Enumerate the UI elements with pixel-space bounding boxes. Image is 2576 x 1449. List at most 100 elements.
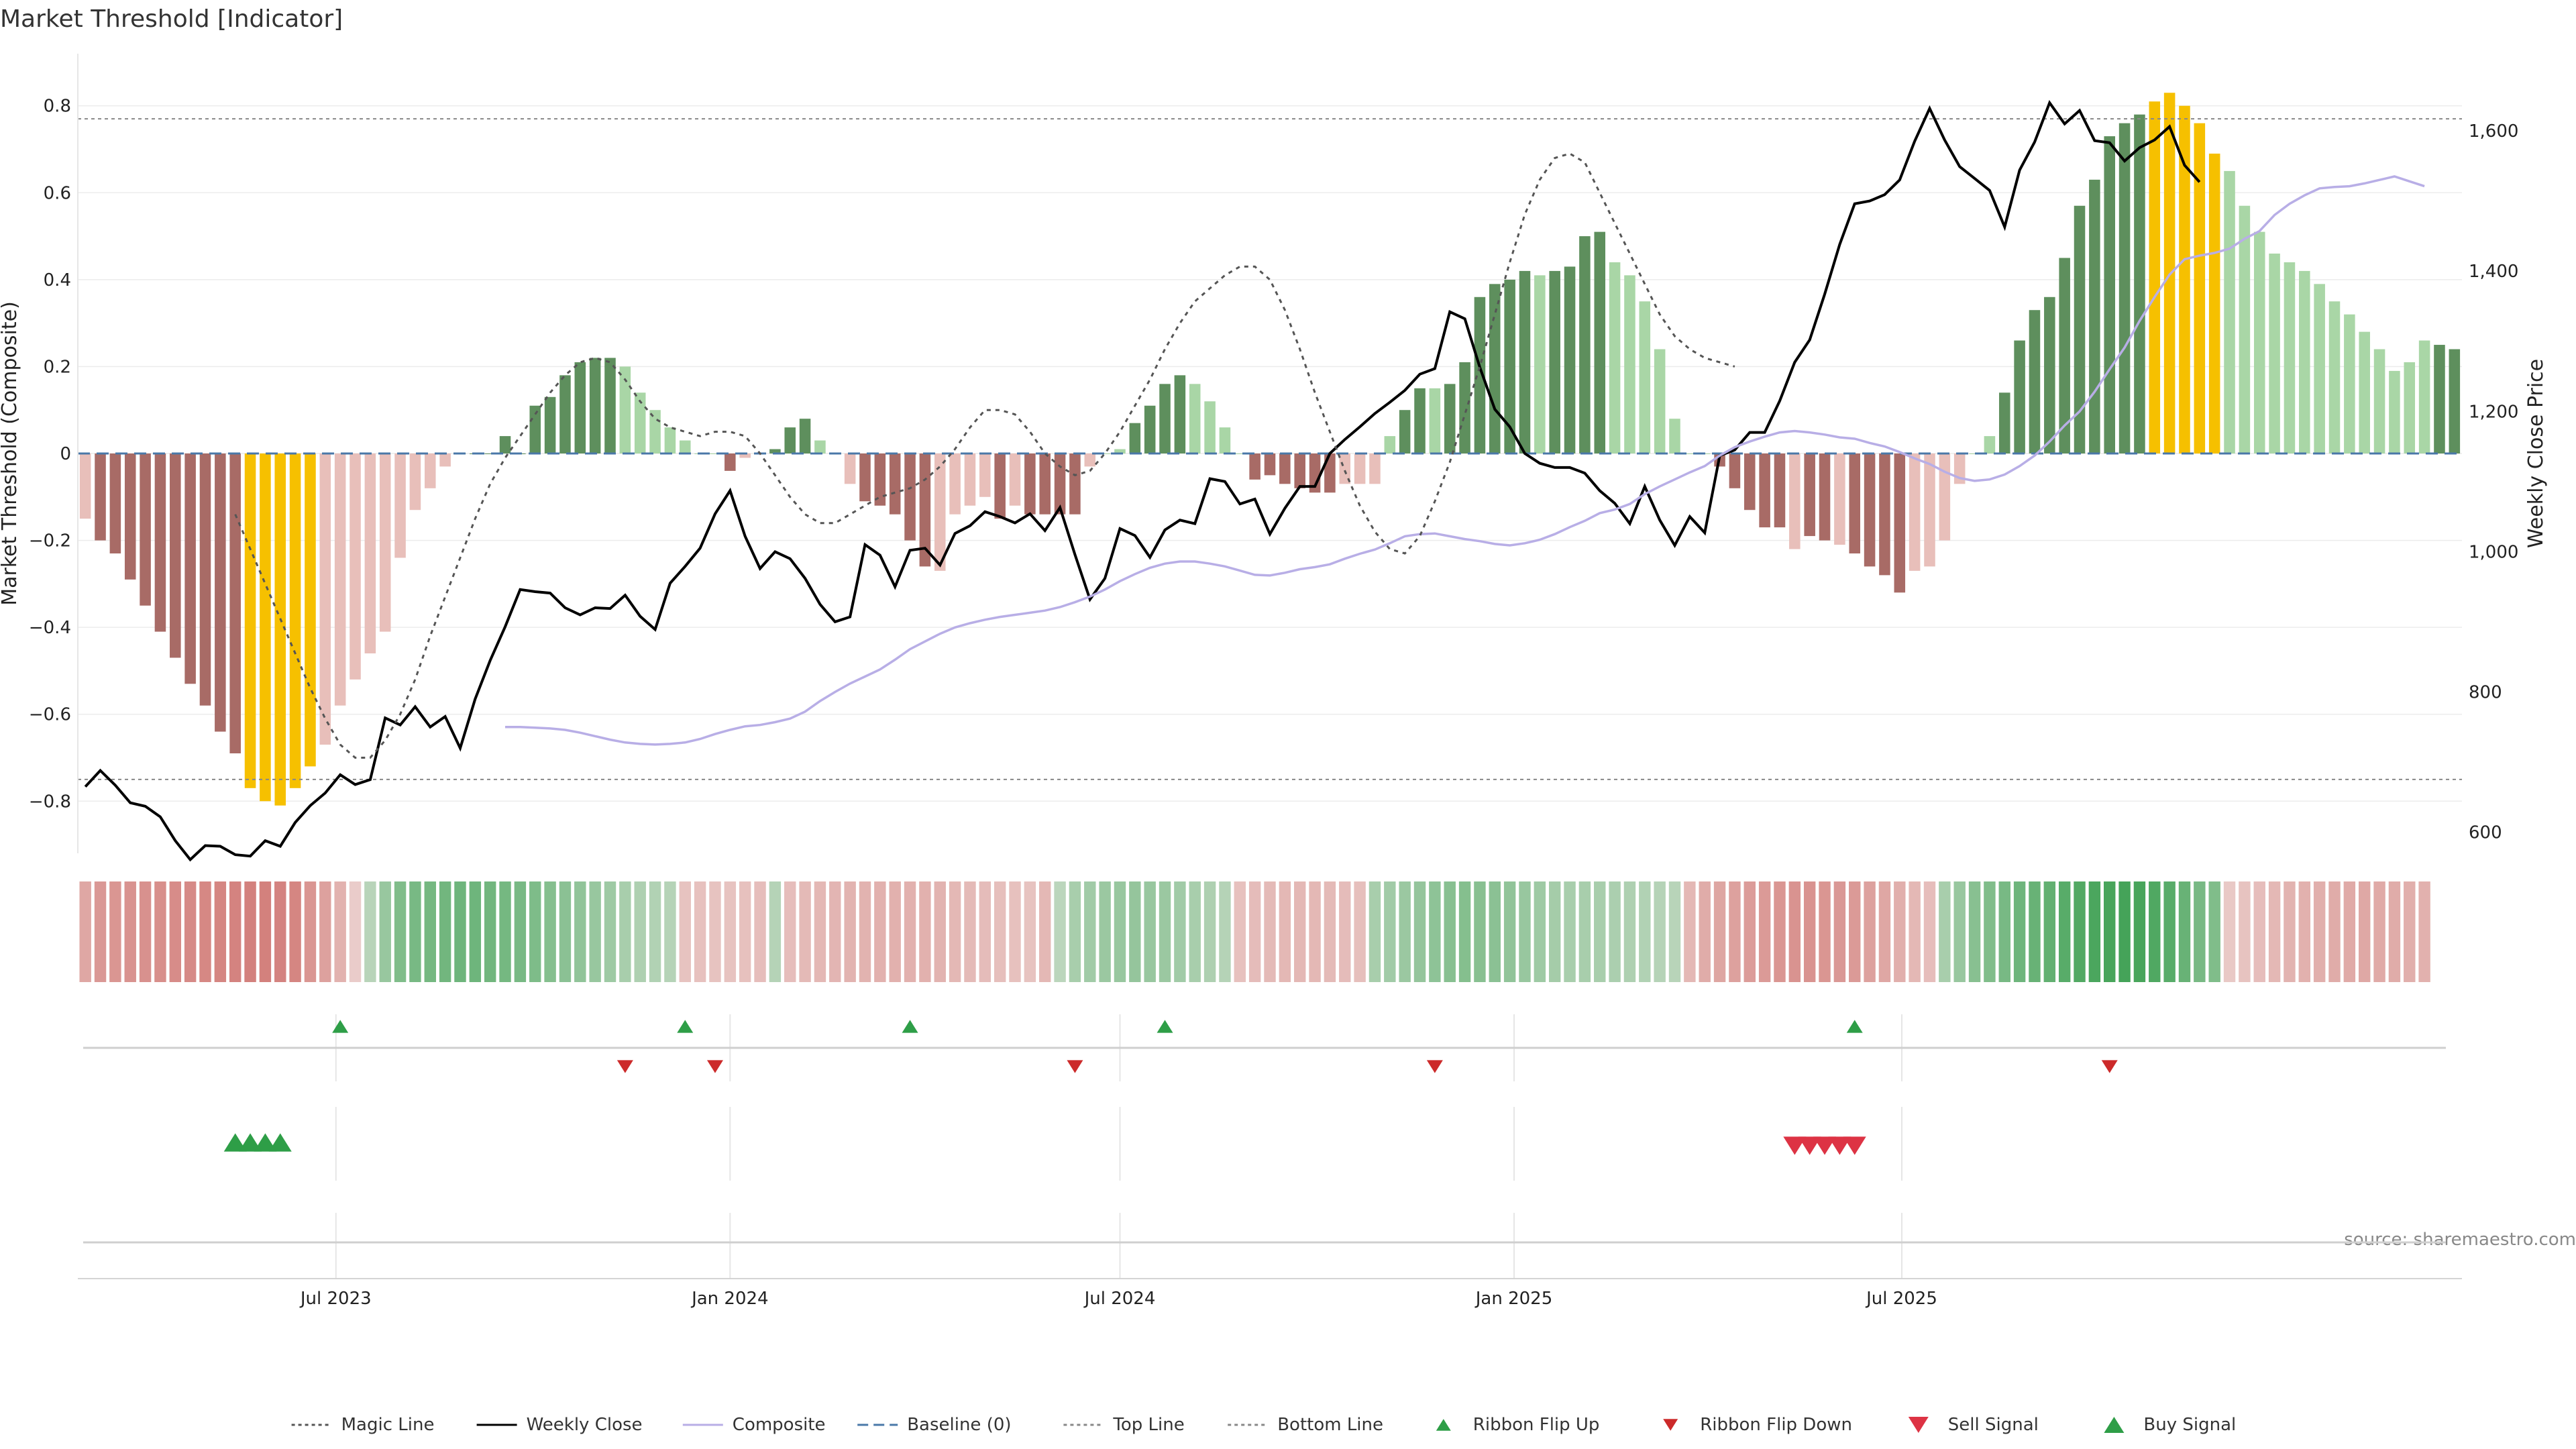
composite-bars <box>79 93 2461 806</box>
composite-bar <box>904 453 916 541</box>
ribbon-cell <box>1788 881 1801 982</box>
ribbon-cell <box>1069 881 1081 982</box>
composite-bar <box>2253 231 2265 453</box>
ribbon-cell <box>1548 881 1561 982</box>
ribbon-cell <box>1384 881 1396 982</box>
ribbon-cell <box>2418 881 2430 982</box>
composite-bar <box>589 358 601 453</box>
composite-bar <box>1444 384 1456 453</box>
ribbon-cell <box>1699 881 1711 982</box>
composite-bar <box>79 453 91 519</box>
ribbon-cell <box>289 881 301 982</box>
ribbon-cell <box>2118 881 2131 982</box>
legend-label: Buy Signal <box>2143 1415 2236 1435</box>
composite-bar <box>439 453 451 467</box>
sell-signal-marker <box>1828 1136 1851 1155</box>
composite-bar <box>1204 401 1216 453</box>
composite-bar <box>1669 419 1680 453</box>
ribbon-cell <box>1684 881 1696 982</box>
sell-signal-marker <box>1843 1136 1866 1155</box>
legend-item: Baseline (0) <box>857 1415 1012 1435</box>
x-tick-label: Jul 2023 <box>299 1289 372 1309</box>
composite-bar <box>350 453 361 680</box>
ribbon-cell <box>1084 881 1096 982</box>
composite-bar <box>634 392 646 453</box>
ribbon-cell <box>739 881 751 982</box>
composite-bar <box>1174 375 1186 453</box>
ribbon-cell <box>1009 881 1021 982</box>
composite-bar <box>844 453 856 484</box>
composite-bar <box>769 449 781 453</box>
chart-title: Market Threshold [Indicator] <box>0 5 343 33</box>
ribbon-cell <box>139 881 152 982</box>
ribbon-cell <box>1444 881 1456 982</box>
composite-bar <box>1729 453 1741 488</box>
composite-bar <box>2328 301 2341 453</box>
composite-bar <box>1189 384 1201 453</box>
ribbon-cell <box>904 881 916 982</box>
ribbon-cell <box>1429 881 1441 982</box>
composite-bar <box>799 419 811 453</box>
composite-bar <box>244 453 256 788</box>
composite-bar <box>1279 453 1291 484</box>
composite-bar <box>1219 427 1231 453</box>
ribbon-cell <box>574 881 586 982</box>
ribbon-cell <box>1203 881 1216 982</box>
composite-bar <box>814 440 826 453</box>
composite-bar <box>1804 453 1815 537</box>
composite-bar <box>1369 453 1381 484</box>
composite-bar <box>1879 453 1890 576</box>
legend-item: Bottom Line <box>1228 1415 1383 1435</box>
y2-tick-label: 800 <box>2469 683 2502 703</box>
composite-bar <box>425 453 436 488</box>
ribbon-cell <box>589 881 601 982</box>
ribbon-cell <box>1458 881 1471 982</box>
ribbon-cell <box>1713 881 1726 982</box>
composite-bar <box>1354 453 1366 484</box>
composite-bar <box>1624 275 1635 453</box>
ribbon-cell <box>2223 881 2236 982</box>
composite-bar <box>889 453 901 515</box>
composite-bar <box>1384 436 1396 453</box>
composite-bar <box>499 436 511 453</box>
ribbon-cell <box>859 881 871 982</box>
ribbon-cell <box>2298 881 2311 982</box>
ribbon-cell <box>1474 881 1486 982</box>
composite-bar <box>2434 345 2445 453</box>
composite-bar <box>289 453 301 788</box>
composite-bar <box>1789 453 1801 549</box>
ribbon-cell <box>2328 881 2341 982</box>
ribbon-flip-up-marker <box>902 1020 918 1033</box>
ribbon-cell <box>2313 881 2326 982</box>
ribbon-cell <box>484 881 496 982</box>
legend-label: Magic Line <box>341 1415 435 1435</box>
composite-bar <box>109 453 121 553</box>
composite-bar <box>949 453 961 515</box>
legend-label: Ribbon Flip Down <box>1700 1415 1852 1435</box>
ribbon-cell <box>2404 881 2416 982</box>
legend-swatch <box>1436 1419 1451 1431</box>
composite-bar <box>1594 231 1606 453</box>
composite-bar <box>1849 453 1861 553</box>
composite-bar <box>1144 405 1156 453</box>
composite-bar <box>2224 170 2235 454</box>
ribbon-cell <box>889 881 901 982</box>
composite-bar <box>260 453 271 802</box>
y2-axis-label: Weekly Close Price <box>2524 359 2548 548</box>
y-tick-label: −0.6 <box>29 705 71 725</box>
buy-signal-marker <box>268 1133 292 1152</box>
composite-bar <box>1489 284 1501 453</box>
ribbon-cell <box>1399 881 1411 982</box>
ribbon-cell <box>1878 881 1891 982</box>
composite-bar <box>2284 262 2296 453</box>
composite-bar <box>1564 266 1576 453</box>
legend-item: Sell Signal <box>1908 1415 2039 1435</box>
composite-bar <box>334 453 346 706</box>
ribbon-cell <box>2149 881 2161 982</box>
ribbon-cell <box>844 881 856 982</box>
ribbon-cell <box>334 881 346 982</box>
x-tick-label: Jul 2024 <box>1083 1289 1156 1309</box>
ribbon-cell <box>2133 881 2146 982</box>
ribbon-cell <box>229 881 241 982</box>
ribbon-cell <box>1248 881 1261 982</box>
